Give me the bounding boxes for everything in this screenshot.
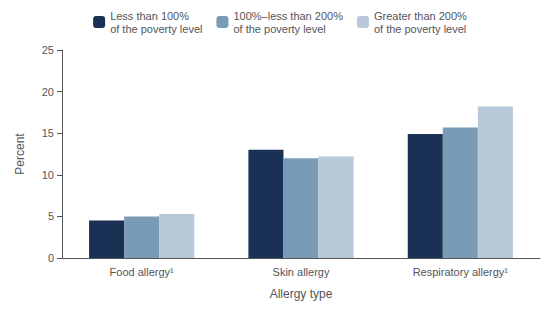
svg-text:Skin allergy: Skin allergy xyxy=(273,266,330,278)
svg-text:of the poverty level: of the poverty level xyxy=(233,23,325,35)
svg-text:Greater than 200%: Greater than 200% xyxy=(374,10,467,22)
svg-text:20: 20 xyxy=(42,86,54,98)
svg-text:Food allergy¹: Food allergy¹ xyxy=(110,266,175,278)
svg-text:of the poverty level: of the poverty level xyxy=(374,23,466,35)
svg-text:Respiratory allergy¹: Respiratory allergy¹ xyxy=(413,266,509,278)
svg-text:Percent: Percent xyxy=(13,133,27,175)
svg-text:0: 0 xyxy=(48,252,54,264)
svg-text:100%–less than 200%: 100%–less than 200% xyxy=(233,10,343,22)
svg-text:Allergy type: Allergy type xyxy=(270,287,333,301)
svg-text:Less than 100%: Less than 100% xyxy=(110,10,189,22)
svg-text:10: 10 xyxy=(42,169,54,181)
svg-text:of the poverty level: of the poverty level xyxy=(110,23,202,35)
svg-text:25: 25 xyxy=(42,44,54,56)
svg-text:5: 5 xyxy=(48,210,54,222)
svg-text:15: 15 xyxy=(42,127,54,139)
